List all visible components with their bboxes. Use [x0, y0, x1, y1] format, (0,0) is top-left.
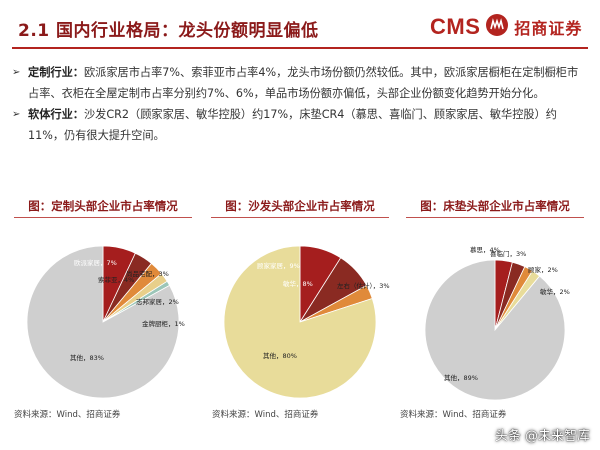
bullet-label: 软体行业：: [28, 108, 84, 121]
pie-slice-label: 索菲亚，4%: [98, 275, 134, 284]
arrow-bullet-icon: ➢: [12, 67, 21, 78]
page-title: 2.1 国内行业格局：龙头份额明显偏低: [18, 21, 319, 41]
pie-slice-label: 敏华，2%: [540, 287, 570, 296]
pie-slice-label: 志邦家居，2%: [136, 297, 179, 306]
pie-slice-label: 欧派家居，7%: [74, 258, 117, 267]
pie-slice: [26, 245, 180, 399]
pie-chart-customization: 欧派家居，7% 索菲亚，4%尚品宅配，3% 志邦家居，2% 金牌厨柜，1% 其他，83%: [26, 245, 185, 399]
pie-slice-label: 慕思，4%: [470, 245, 500, 254]
pie-chart-sofa: 顾家家居，9% 敏华，8% 左右（估计），3% 其他，80%: [223, 245, 390, 399]
chart-title: 图：沙发头部企业市占率情况: [225, 199, 375, 213]
chart-title-rule: [406, 217, 584, 218]
chart-source: 资料来源：Wind、招商证券: [400, 410, 507, 420]
logo-text: CMS: [430, 14, 481, 39]
pie-slice-label: 其他，89%: [444, 373, 478, 382]
chart-panel-sofa: 图：沙发头部企业市占率情况 顾家家居，9% 敏华，8% 左右（估计），3% 其他，80…: [205, 198, 395, 423]
chart-title-rule: [211, 217, 389, 218]
bullet-item-customization: ➢ 定制行业：欧派家居市占率7%、索菲亚市占率4%，龙头市场份额仍然较低。其中，…: [12, 62, 588, 104]
chart-source: 资料来源：Wind、招商证券: [212, 410, 319, 420]
pie-slice-label: 其他，83%: [70, 353, 104, 362]
chart-panel-customization: 图：定制头部企业市占率情况 欧派家居，7% 索菲亚，4% 尚品宅配，3% 志邦家居，2…: [8, 198, 198, 423]
pie-slice-label: 喜临门，3%: [490, 249, 526, 258]
header-rule: [12, 47, 588, 49]
arrow-bullet-icon: ➢: [12, 109, 21, 120]
pie-slice-label: 尚品宅配，3%: [126, 269, 169, 278]
logo-chinese-name: 招商证券: [514, 19, 583, 38]
chart-panel-mattress: 图：床垫头部企业市占率情况 慕思，4% 喜临门，3% 顾家，2% 敏华，2% 其他，89…: [400, 198, 590, 423]
pie-slice: [424, 259, 566, 400]
pie-slice: [223, 245, 377, 399]
bullet-text: 沙发CR2（顾家家居、敏华控股）约17%，床垫CR4（慕思、喜临门、顾家家居、敏…: [28, 108, 557, 142]
chart-title-rule: [14, 217, 192, 218]
chart-title: 图：床垫头部企业市占率情况: [420, 199, 570, 213]
logo-mark-icon: [485, 13, 509, 41]
bullet-list: ➢ 定制行业：欧派家居市占率7%、索菲亚市占率4%，龙头市场份额仍然较低。其中，…: [12, 62, 588, 146]
pie-slice-label: 左右（估计），3%: [337, 281, 390, 290]
bullet-item-soft-furniture: ➢ 软体行业：沙发CR2（顾家家居、敏华控股）约17%，床垫CR4（慕思、喜临门…: [12, 104, 588, 146]
bullet-label: 定制行业：: [28, 66, 84, 79]
watermark: 头条 @未来智库: [494, 429, 590, 444]
chart-title: 图：定制头部企业市占率情况: [28, 199, 178, 213]
pie-slice-label: 顾家，2%: [528, 265, 558, 274]
brand-logo: CMS 招商证券: [430, 14, 582, 40]
page-header: 2.1 国内行业格局：龙头份额明显偏低 CMS 招商证券: [0, 0, 600, 50]
bullet-text: 欧派家居市占率7%、索菲亚市占率4%，龙头市场份额仍然较低。其中，欧派家居橱柜在…: [28, 66, 579, 100]
pie-slice-label: 敏华，8%: [283, 279, 313, 288]
pie-slice-label: 其他，80%: [263, 351, 297, 360]
pie-chart-mattress: 慕思，4%喜临门，3%顾家，2% 敏华，2% 其他，89%: [424, 245, 570, 400]
chart-source: 资料来源：Wind、招商证券: [14, 410, 121, 420]
pie-slice-label: 金牌厨柜，1%: [142, 319, 185, 328]
pie-slice-label: 顾家家居，9%: [257, 261, 300, 270]
